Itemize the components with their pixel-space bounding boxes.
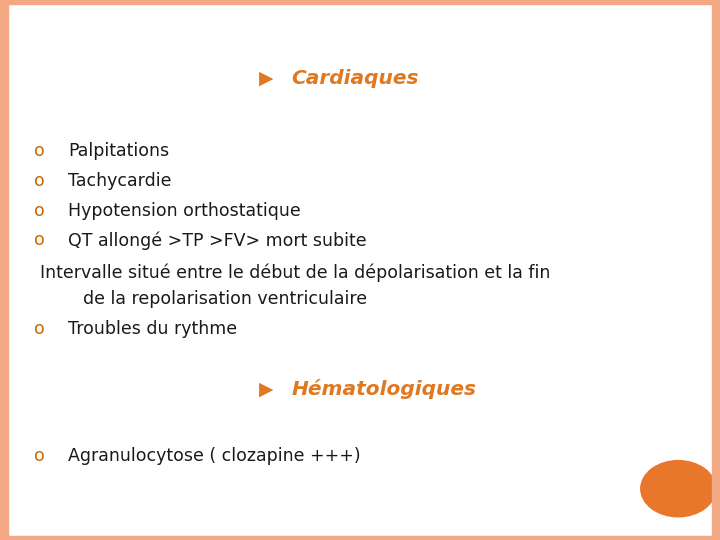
Text: Tachycardie: Tachycardie [68, 172, 172, 190]
Text: Intervalle situé entre le début de la dépolarisation et la fin: Intervalle situé entre le début de la dé… [40, 264, 550, 282]
Text: Hypotension orthostatique: Hypotension orthostatique [68, 201, 301, 220]
Text: o: o [35, 201, 45, 220]
Bar [0, 0, 720, 4]
Text: o: o [35, 231, 45, 249]
Text: Agranulocytose ( clozapine +++): Agranulocytose ( clozapine +++) [68, 447, 361, 465]
Bar [0, 536, 720, 540]
Text: de la repolarisation ventriculaire: de la repolarisation ventriculaire [83, 289, 367, 308]
Text: ▶: ▶ [259, 379, 274, 399]
Text: ▶: ▶ [259, 69, 274, 88]
Text: Hématologiques: Hématologiques [292, 379, 477, 399]
Circle shape [641, 461, 716, 517]
Bar [712, 0, 720, 540]
Text: o: o [35, 320, 45, 339]
Text: Palpitations: Palpitations [68, 142, 169, 160]
Text: QT allongé >TP >FV> mort subite: QT allongé >TP >FV> mort subite [68, 231, 367, 249]
Text: Cardiaques: Cardiaques [292, 69, 419, 88]
Bar [0, 0, 8, 540]
Text: Troubles du rythme: Troubles du rythme [68, 320, 238, 339]
Text: o: o [35, 172, 45, 190]
Text: o: o [35, 142, 45, 160]
Text: o: o [35, 447, 45, 465]
